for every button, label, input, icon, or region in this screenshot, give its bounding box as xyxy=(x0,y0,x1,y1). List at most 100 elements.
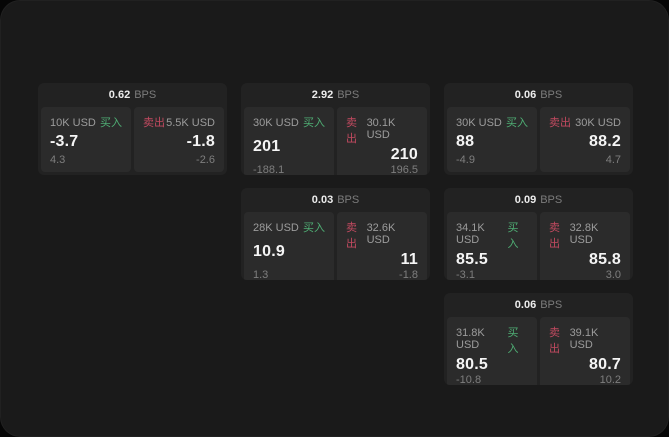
sell-delta: 3.0 xyxy=(605,269,621,280)
sell-tile-top: 卖出 5.5K USD xyxy=(143,114,215,130)
buy-delta: -4.9 xyxy=(456,154,475,166)
card-body: 34.1K USD 买入 85.5 -3.1 卖出 32.8K USD 85.8… xyxy=(444,212,633,280)
card-spread-header: 0.06 BPS xyxy=(444,293,633,317)
buy-side-label: 买入 xyxy=(100,117,122,129)
card-spread-header: 0.62 BPS xyxy=(38,83,227,107)
buy-price-tile[interactable]: 34.1K USD 买入 85.5 -3.1 xyxy=(447,212,537,280)
quote-card: 0.06 BPS 30K USD 买入 88 -4.9 卖出 xyxy=(444,83,633,175)
card-body: 31.8K USD 买入 80.5 -10.8 卖出 39.1K USD 80.… xyxy=(444,317,633,385)
buy-side-label: 买入 xyxy=(507,327,519,355)
quote-card: 0.09 BPS 34.1K USD 买入 85.5 -3.1 卖出 xyxy=(444,188,633,280)
buy-tile-top: 30K USD 买入 xyxy=(253,114,325,130)
buy-price-tile[interactable]: 30K USD 买入 88 -4.9 xyxy=(447,107,537,172)
card-body: 30K USD 买入 88 -4.9 卖出 30K USD 88.2 4.7 xyxy=(444,107,633,175)
card-body: 28K USD 买入 10.9 1.3 卖出 32.6K USD 11 -1.8 xyxy=(241,212,430,280)
buy-price-tile[interactable]: 30K USD 买入 201 -188.1 xyxy=(244,107,334,175)
buy-amount: 30K USD xyxy=(253,117,299,129)
sell-side-label: 卖出 xyxy=(549,327,560,355)
sell-price-tile[interactable]: 卖出 32.6K USD 11 -1.8 xyxy=(337,212,427,280)
bps-value: 2.92 xyxy=(311,89,334,101)
buy-side-label: 买入 xyxy=(507,222,519,250)
sell-price-tile[interactable]: 卖出 39.1K USD 80.7 10.2 xyxy=(540,317,630,385)
buy-delta: 4.3 xyxy=(50,154,66,166)
buy-price: 88 xyxy=(456,133,475,150)
sell-amount: 32.6K USD xyxy=(366,222,396,246)
sell-tile-top: 卖出 32.8K USD xyxy=(549,219,621,251)
sell-amount: 30.1K USD xyxy=(366,117,396,141)
quote-card-grid: 0.62 BPS 10K USD 买入 -3.7 4.3 卖出 xyxy=(38,83,633,385)
bps-unit-label: BPS xyxy=(337,194,360,206)
buy-price: -3.7 xyxy=(50,133,79,150)
card-spread-header: 2.92 BPS xyxy=(241,83,430,107)
card-spread-header: 0.03 BPS xyxy=(241,188,430,212)
buy-tile-top: 30K USD 买入 xyxy=(456,114,528,130)
buy-side-label: 买入 xyxy=(303,117,325,129)
sell-price: 85.8 xyxy=(589,251,621,268)
sell-amount: 32.8K USD xyxy=(569,222,599,246)
sell-price-tile[interactable]: 卖出 32.8K USD 85.8 3.0 xyxy=(540,212,630,280)
sell-price: 88.2 xyxy=(589,133,621,150)
buy-tile-top: 31.8K USD 买入 xyxy=(456,324,528,356)
bps-unit-label: BPS xyxy=(540,89,563,101)
bps-value: 0.06 xyxy=(514,299,537,311)
quote-card: 2.92 BPS 30K USD 买入 201 -188.1 卖出 xyxy=(241,83,430,175)
buy-amount: 31.8K USD xyxy=(456,327,485,351)
buy-delta: -188.1 xyxy=(253,164,285,175)
sell-delta: -1.8 xyxy=(399,269,418,280)
buy-price: 80.5 xyxy=(456,356,488,373)
buy-delta: 1.3 xyxy=(253,269,269,280)
card-spread-header: 0.09 BPS xyxy=(444,188,633,212)
sell-side-label: 卖出 xyxy=(346,222,357,250)
bps-value: 0.06 xyxy=(514,89,537,101)
buy-price: 10.9 xyxy=(253,243,285,260)
buy-tile-top: 10K USD 买入 xyxy=(50,114,122,130)
sell-amount: 39.1K USD xyxy=(569,327,599,351)
sell-amount: 30K USD xyxy=(575,117,621,129)
bps-unit-label: BPS xyxy=(540,299,563,311)
sell-delta: 4.7 xyxy=(605,154,621,166)
bps-value: 0.62 xyxy=(108,89,131,101)
buy-price-tile[interactable]: 31.8K USD 买入 80.5 -10.8 xyxy=(447,317,537,385)
sell-side-label: 卖出 xyxy=(549,222,560,250)
sell-tile-top: 卖出 30K USD xyxy=(549,114,621,130)
buy-amount: 10K USD xyxy=(50,117,96,129)
sell-price: -1.8 xyxy=(186,133,215,150)
sell-side-label: 卖出 xyxy=(346,117,357,145)
card-body: 30K USD 买入 201 -188.1 卖出 30.1K USD 210 1… xyxy=(241,107,430,175)
buy-amount: 30K USD xyxy=(456,117,502,129)
sell-price: 11 xyxy=(400,251,418,268)
sell-price-tile[interactable]: 卖出 30.1K USD 210 196.5 xyxy=(337,107,427,175)
sell-delta: 196.5 xyxy=(390,164,418,175)
sell-side-label: 卖出 xyxy=(143,117,165,129)
sell-side-label: 卖出 xyxy=(549,117,571,129)
quote-card: 0.06 BPS 31.8K USD 买入 80.5 -10.8 卖出 xyxy=(444,293,633,385)
buy-amount: 34.1K USD xyxy=(456,222,485,246)
card-spread-header: 0.06 BPS xyxy=(444,83,633,107)
sell-price-tile[interactable]: 卖出 30K USD 88.2 4.7 xyxy=(540,107,630,172)
buy-delta: -10.8 xyxy=(456,374,482,385)
bps-value: 0.03 xyxy=(311,194,334,206)
bps-unit-label: BPS xyxy=(337,89,360,101)
buy-price-tile[interactable]: 10K USD 买入 -3.7 4.3 xyxy=(41,107,131,172)
sell-tile-top: 卖出 39.1K USD xyxy=(549,324,621,356)
sell-price-tile[interactable]: 卖出 5.5K USD -1.8 -2.6 xyxy=(134,107,224,172)
buy-amount: 28K USD xyxy=(253,222,299,234)
sell-delta: 10.2 xyxy=(599,374,621,385)
buy-tile-top: 28K USD 买入 xyxy=(253,219,325,235)
sell-tile-top: 卖出 32.6K USD xyxy=(346,219,418,251)
quote-card: 0.62 BPS 10K USD 买入 -3.7 4.3 卖出 xyxy=(38,83,227,175)
buy-tile-top: 34.1K USD 买入 xyxy=(456,219,528,251)
sell-tile-top: 卖出 30.1K USD xyxy=(346,114,418,146)
buy-price: 201 xyxy=(253,138,281,155)
sell-amount: 5.5K USD xyxy=(166,117,215,129)
card-body: 10K USD 买入 -3.7 4.3 卖出 5.5K USD -1.8 -2.… xyxy=(38,107,227,175)
sell-price: 80.7 xyxy=(589,356,621,373)
sell-delta: -2.6 xyxy=(196,154,215,166)
bps-value: 0.09 xyxy=(514,194,537,206)
buy-side-label: 买入 xyxy=(506,117,528,129)
buy-price-tile[interactable]: 28K USD 买入 10.9 1.3 xyxy=(244,212,334,280)
bps-unit-label: BPS xyxy=(540,194,563,206)
quote-card: 0.03 BPS 28K USD 买入 10.9 1.3 卖出 xyxy=(241,188,430,280)
bps-unit-label: BPS xyxy=(134,89,157,101)
